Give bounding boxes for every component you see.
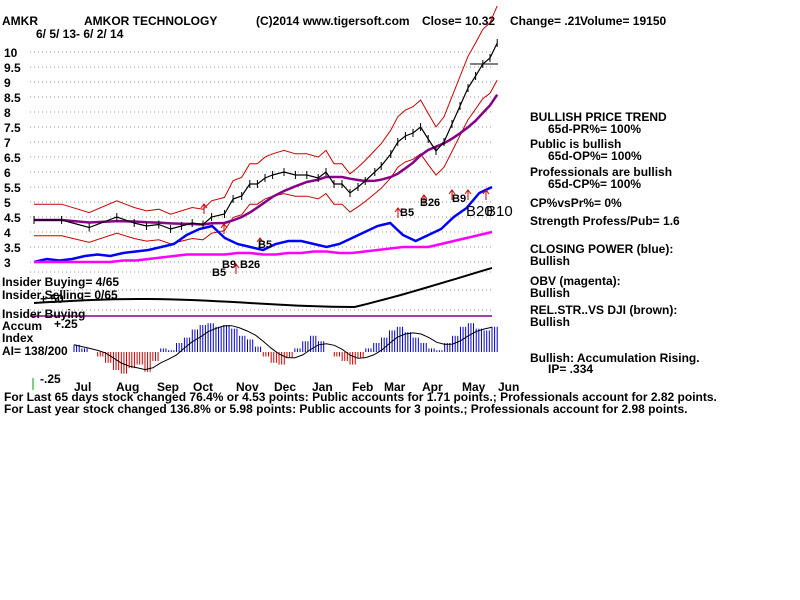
x-tick-label: Nov: [236, 380, 259, 394]
upper-band: [34, 5, 498, 215]
change-value: Change= .21: [510, 14, 581, 28]
signal-arrowhead: [448, 189, 456, 195]
obv-line: [34, 230, 493, 264]
acc-plus25-label: +.25: [54, 317, 78, 331]
y-tick-label: 8.5: [4, 91, 21, 105]
x-tick-label: Mar: [384, 380, 406, 394]
x-tick-label: Jun: [498, 380, 519, 394]
copyright-text: (C)2014 www.tigersoft.com: [256, 14, 410, 28]
x-tick-label: Jan: [312, 380, 333, 394]
signal-arrowhead: [256, 237, 264, 243]
y-tick-label: 7: [4, 136, 11, 150]
closing-power-line: [33, 185, 493, 264]
signal-arrowhead: [420, 194, 428, 200]
x-tick-label: Aug: [116, 380, 139, 394]
accum-title: Bullish: Accumulation Rising.: [530, 351, 700, 365]
signal-arrowhead: [200, 203, 208, 209]
obv-title: OBV (magenta):: [530, 274, 621, 288]
public-title: Public is bullish: [530, 137, 621, 151]
trend-title: BULLISH PRICE TREND: [530, 110, 667, 124]
x-tick-label: Apr: [422, 380, 443, 394]
signal-label: B5: [258, 239, 272, 251]
y-tick-label: 3.5: [4, 241, 21, 255]
signal-arrowhead: [220, 223, 228, 229]
x-tick-label: May: [462, 380, 486, 394]
cp-vs-pr: CP%vsPr%= 0%: [530, 196, 622, 210]
closing-power-value: Bullish: [530, 254, 570, 268]
acc-plus50-label: +.50: [40, 292, 64, 306]
volume-value: Volume= 19150: [580, 14, 666, 28]
ticker-label: AMKR: [2, 14, 38, 28]
signal-label: B20: [466, 203, 493, 220]
strength-ratio: Strength Profess/Pub= 1.6: [530, 214, 680, 228]
y-tick-label: 5.5: [4, 181, 21, 195]
signal-arrowhead: [482, 189, 490, 195]
x-tick-label: Oct: [193, 380, 213, 394]
insider-buying-label-2: Insider Buying: [2, 307, 85, 321]
moving-average-line: [34, 93, 499, 226]
trend-value: 65d-PR%= 100%: [548, 122, 641, 136]
y-tick-label: 6.5: [4, 151, 21, 165]
y-tick-label: 8: [4, 106, 11, 120]
signal-label: B26: [240, 259, 260, 271]
obv-value: Bullish: [530, 286, 570, 300]
accum-smooth-line: [73, 325, 493, 371]
x-tick-label: Sep: [157, 380, 179, 394]
price-line: [34, 42, 498, 230]
footer-line-1: For Last 65 days stock changed 76.4% or …: [4, 390, 717, 404]
close-value: Close= 10.32: [422, 14, 495, 28]
signal-label: B5: [400, 207, 414, 219]
lower-band: [34, 79, 498, 245]
x-tick-label: Jul: [74, 380, 91, 394]
signal-label: B26: [420, 197, 440, 209]
signal-label: B9: [222, 259, 236, 271]
insider-buying-label: Insider Buying= 4/65: [2, 275, 119, 289]
index-label: Index: [2, 331, 34, 345]
y-tick-label: 4.5: [4, 211, 21, 225]
signal-arrowhead: [232, 263, 240, 269]
prof-title: Professionals are bullish: [530, 165, 672, 179]
y-tick-label: 9: [4, 76, 11, 90]
public-value: 65d-OP%= 100%: [548, 149, 642, 163]
relstr-value: Bullish: [530, 315, 570, 329]
company-title: AMKOR TECHNOLOGY: [84, 14, 217, 28]
y-tick-label: 7.5: [4, 121, 21, 135]
signal-label: B9: [452, 193, 466, 205]
y-axis-ticks: 109.598.587.576.565.554.543.53: [4, 46, 21, 270]
y-tick-label: 10: [4, 46, 18, 60]
signal-arrowhead: [464, 189, 472, 195]
x-tick-label: Feb: [352, 380, 373, 394]
date-range: 6/ 5/ 13- 6/ 2/ 14: [36, 27, 124, 41]
price-series: [33, 39, 498, 233]
y-tick-label: 6: [4, 166, 11, 180]
indicator-lines: [30, 185, 493, 317]
closing-power-title: CLOSING POWER (blue):: [530, 242, 673, 256]
signal-label: B10: [486, 203, 513, 220]
accum-label: Accum: [2, 319, 42, 333]
prof-value: 65d-CP%= 100%: [548, 177, 641, 191]
x-axis-ticks: Jul Aug Sep Oct Nov Dec Jan Feb Mar Apr May Jun: [74, 380, 519, 394]
insider-selling-label: Insider Selling= 0/65: [2, 288, 118, 302]
footer-line-2: For Last year stock changed 136.8% or 5.…: [4, 402, 688, 416]
y-tick-label: 3: [4, 256, 11, 270]
y-tick-label: 4: [4, 226, 11, 240]
accumulation-index-panel: [73, 323, 498, 374]
signal-label: B5: [212, 267, 226, 279]
rel-str-line: [33, 266, 493, 309]
y-tick-label: 9.5: [4, 61, 21, 75]
ai-label: AI= 138/200: [2, 344, 68, 358]
y-tick-label: 5: [4, 196, 11, 210]
relstr-title: REL.STR..VS DJI (brown):: [530, 303, 677, 317]
x-tick-label: Dec: [274, 380, 296, 394]
ip-value: IP= .334: [548, 362, 593, 376]
acc-minus25-label: -.25: [40, 372, 61, 386]
signal-arrowhead: [394, 207, 402, 213]
